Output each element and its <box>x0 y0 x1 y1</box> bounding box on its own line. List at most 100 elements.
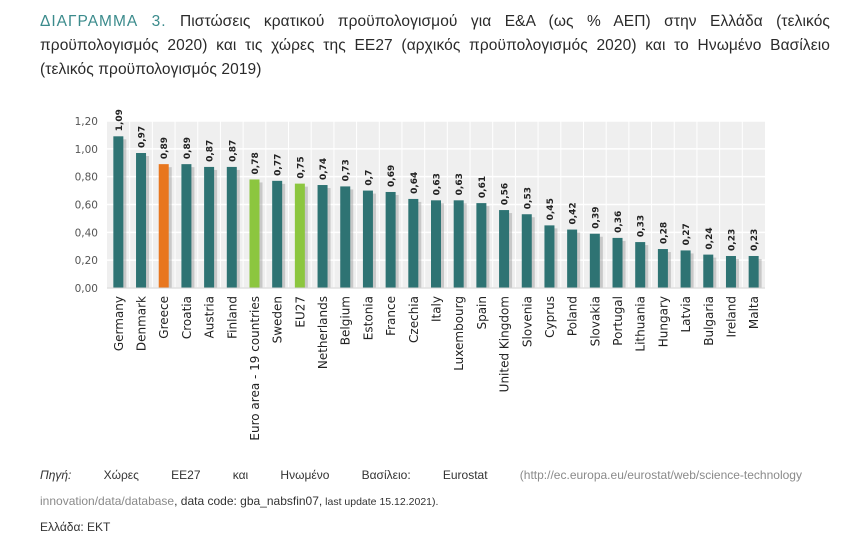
bar <box>385 191 396 288</box>
data-code: , data code: gba_nabsfin07, <box>174 494 323 508</box>
data-label: 0,7 <box>364 170 374 186</box>
y-tick-label: 1,20 <box>75 116 98 128</box>
x-tick-label: Greece <box>157 296 171 339</box>
x-tick-label: Bulgaria <box>702 296 716 346</box>
source-word: Βασίλειο: <box>361 468 411 482</box>
y-tick-label: 0,80 <box>75 172 98 184</box>
bar <box>408 198 419 288</box>
x-tick-label: Czechia <box>407 296 421 343</box>
x-tick-label: Finland <box>225 296 239 339</box>
y-tick-label: 0,60 <box>75 200 98 212</box>
chart-number: ΔΙΑΓΡΑΜΜΑ 3. <box>40 13 167 30</box>
data-label: 0,63 <box>455 173 465 195</box>
bar <box>362 190 373 288</box>
bar <box>544 225 555 288</box>
data-label: 0,64 <box>410 172 420 194</box>
x-tick-label: Italy <box>430 296 444 322</box>
x-tick-label: Estonia <box>361 296 375 340</box>
bar <box>340 186 351 288</box>
source-url-link[interactable]: (http://ec.europa.eu/eurostat/web/scienc… <box>519 468 802 482</box>
source-word: ΕΕ27 <box>171 468 201 482</box>
data-label: 0,87 <box>228 140 238 162</box>
data-label: 0,74 <box>319 158 329 180</box>
data-label: 0,23 <box>750 229 760 251</box>
source-line-1: Πηγή: Χώρες ΕΕ27 και Ηνωμένο Βασίλειο: E… <box>40 468 802 482</box>
x-tick-label: Cyprus <box>543 296 557 338</box>
x-tick-label: Slovenia <box>520 296 534 347</box>
bar <box>521 214 532 288</box>
data-label: 0,24 <box>705 227 715 249</box>
x-tick-label: Ireland <box>724 296 738 338</box>
x-tick-label: Spain <box>475 296 489 330</box>
bar <box>294 183 305 288</box>
bar <box>113 136 124 288</box>
source-label: Πηγή: <box>40 468 72 482</box>
x-tick-label: United Kingdom <box>498 296 512 392</box>
x-tick-label: France <box>384 296 398 336</box>
bar <box>657 249 668 288</box>
bar <box>748 255 759 288</box>
data-label: 0,69 <box>387 165 397 187</box>
source-url-link-continued[interactable]: innovation/data/database <box>40 494 175 508</box>
bar <box>453 200 464 288</box>
x-tick-label: Poland <box>566 296 580 336</box>
bar <box>272 180 283 288</box>
x-tick-label: Belgium <box>339 296 353 345</box>
x-tick-label: Euro area - 19 countries <box>248 296 262 441</box>
x-tick-label: Malta <box>747 296 761 329</box>
data-label: 0,97 <box>138 126 148 148</box>
data-label: 1,09 <box>115 109 125 131</box>
data-label: 0,39 <box>591 207 601 229</box>
bar <box>589 233 600 288</box>
y-tick-label: 1,00 <box>75 144 98 156</box>
x-tick-label: Slovakia <box>588 296 602 346</box>
data-label: 0,36 <box>614 211 624 233</box>
x-tick-label: Portugal <box>611 296 625 346</box>
bar-chart: 0,00 0,20 0,40 0,60 0,80 1,00 1,20 1,09 Germany 0… <box>75 109 765 441</box>
data-label: 0,73 <box>342 159 352 181</box>
source-word: Eurostat <box>442 468 488 482</box>
x-tick-label: Hungary <box>656 296 670 347</box>
bar <box>499 210 510 288</box>
bar <box>612 237 623 288</box>
bar <box>317 185 328 288</box>
bar <box>635 242 646 288</box>
data-label: 0,56 <box>501 183 511 205</box>
x-tick-label: Luxembourg <box>452 296 466 371</box>
data-label: 0,61 <box>478 176 488 198</box>
data-label: 0,23 <box>727 229 737 251</box>
data-label: 0,27 <box>682 223 692 245</box>
data-label: 0,87 <box>206 140 216 162</box>
data-label: 0,77 <box>274 154 284 176</box>
y-tick-label: 0,00 <box>75 283 98 295</box>
bar <box>680 250 691 288</box>
y-tick-label: 0,20 <box>75 255 98 267</box>
data-label: 0,78 <box>251 152 261 174</box>
bar <box>476 203 487 288</box>
x-tick-label: Netherlands <box>316 296 330 369</box>
data-label: 0,63 <box>433 173 443 195</box>
bar <box>204 166 215 288</box>
x-tick-label: EU27 <box>293 296 307 328</box>
data-label: 0,28 <box>659 222 669 244</box>
source-line-2: innovation/data/database, data code: gba… <box>40 494 802 508</box>
x-tick-label: Croatia <box>180 296 194 339</box>
last-update: last update 15.12.2021). <box>322 496 439 508</box>
bar <box>136 153 147 288</box>
bar <box>226 166 237 288</box>
x-tick-label: Sweden <box>271 296 285 343</box>
x-tick-label: Latvia <box>679 296 693 333</box>
source-word: και <box>232 468 249 482</box>
source-word: Ηνωμένο <box>280 468 330 482</box>
y-tick-label: 0,40 <box>75 227 98 239</box>
x-tick-label: Denmark <box>135 296 149 351</box>
bar <box>249 179 260 288</box>
chart-title-text: Πιστώσεις κρατικού προϋπολογισμού για Ε&… <box>40 13 830 78</box>
data-label: 0,89 <box>183 137 193 159</box>
bar <box>567 229 578 288</box>
x-tick-label: Austria <box>203 296 217 338</box>
bar <box>703 254 714 288</box>
bar <box>158 164 169 288</box>
data-label: 0,33 <box>637 215 647 237</box>
x-tick-label: Lithuania <box>634 296 648 352</box>
